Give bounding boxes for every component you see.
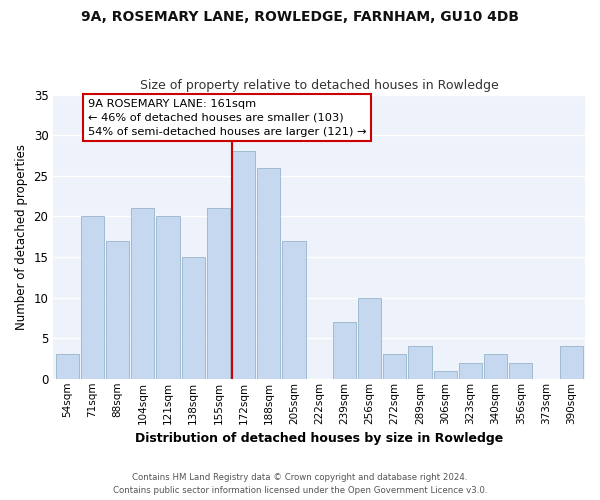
Bar — [207, 208, 230, 379]
Bar — [509, 362, 532, 379]
Bar — [257, 168, 280, 379]
Bar — [232, 152, 255, 379]
X-axis label: Distribution of detached houses by size in Rowledge: Distribution of detached houses by size … — [135, 432, 503, 445]
Bar — [560, 346, 583, 379]
Bar — [81, 216, 104, 379]
Bar — [182, 257, 205, 379]
Bar — [56, 354, 79, 379]
Bar — [434, 370, 457, 379]
Bar — [106, 240, 129, 379]
Bar — [283, 240, 305, 379]
Bar — [131, 208, 154, 379]
Text: Contains HM Land Registry data © Crown copyright and database right 2024.
Contai: Contains HM Land Registry data © Crown c… — [113, 474, 487, 495]
Y-axis label: Number of detached properties: Number of detached properties — [15, 144, 28, 330]
Bar — [409, 346, 431, 379]
Bar — [484, 354, 507, 379]
Text: 9A ROSEMARY LANE: 161sqm
← 46% of detached houses are smaller (103)
54% of semi-: 9A ROSEMARY LANE: 161sqm ← 46% of detach… — [88, 99, 367, 137]
Bar — [333, 322, 356, 379]
Bar — [383, 354, 406, 379]
Bar — [459, 362, 482, 379]
Bar — [358, 298, 381, 379]
Text: 9A, ROSEMARY LANE, ROWLEDGE, FARNHAM, GU10 4DB: 9A, ROSEMARY LANE, ROWLEDGE, FARNHAM, GU… — [81, 10, 519, 24]
Bar — [157, 216, 179, 379]
Title: Size of property relative to detached houses in Rowledge: Size of property relative to detached ho… — [140, 79, 499, 92]
